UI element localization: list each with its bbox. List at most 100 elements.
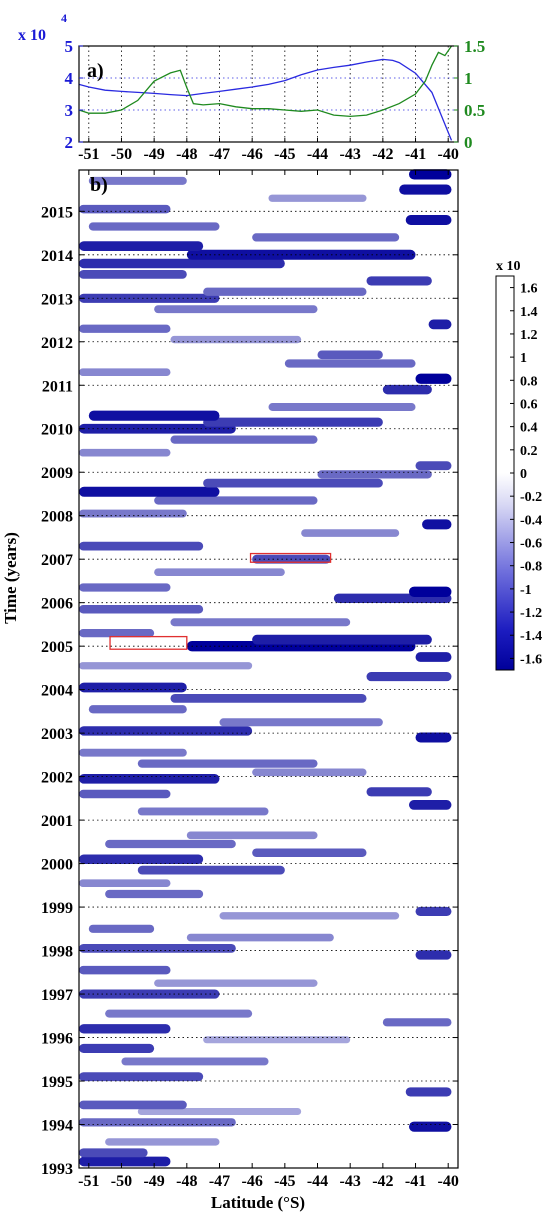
panel-b-axes: -51 -50 -49 -48 -47 -46 -45 -44 -43 -42 -41 -40 1993… bbox=[41, 169, 459, 1190]
heatmap-band-17 bbox=[79, 965, 171, 975]
panel-b-label: b) bbox=[90, 174, 108, 196]
heatmap-band-80 bbox=[428, 319, 452, 330]
heatmap-band-49 bbox=[252, 634, 432, 645]
heatmap-band-86 bbox=[79, 258, 285, 269]
panel-b-ytick-label-14: 2007 bbox=[41, 552, 73, 569]
panel-a-label: a) bbox=[87, 60, 104, 82]
heatmap-band-31 bbox=[137, 807, 269, 816]
panel-a-xtick-label-0: -51 bbox=[78, 146, 99, 163]
heatmap-band-62 bbox=[154, 496, 318, 505]
panel-a-xtick-label-8: -43 bbox=[340, 146, 361, 163]
heatmap-band-93 bbox=[268, 194, 367, 202]
heatmap-band-7 bbox=[405, 1087, 452, 1097]
highlight-box-1 bbox=[249, 552, 332, 563]
heatmap-band-82 bbox=[79, 293, 220, 303]
heatmap-band-13 bbox=[382, 1018, 452, 1027]
heatmap-band-35 bbox=[79, 773, 220, 784]
panel-b-ytick-label-1: 1994 bbox=[41, 1118, 73, 1135]
panel-a-series-1-line bbox=[78, 45, 453, 118]
heatmap-band-75 bbox=[79, 368, 171, 377]
colorbar: 1.6 1.4 1.2 1 0.8 0.6 0.4 0.2 0 -0.2 -0.4 -0.6 -0.8 -… bbox=[495, 259, 542, 671]
heatmap-band-4 bbox=[79, 1118, 236, 1127]
heatmap-band-92 bbox=[79, 204, 171, 214]
heatmap-band-27 bbox=[79, 854, 204, 864]
panel-a-xtick-label-2: -49 bbox=[143, 146, 164, 163]
panel-a-xtick-label-11: -40 bbox=[438, 146, 459, 163]
panel-b-ytick-label-12: 2005 bbox=[41, 639, 73, 656]
panel-a-xtick-label-5: -46 bbox=[241, 146, 262, 163]
heatmap-band-65 bbox=[317, 470, 432, 479]
heatmap-band-3 bbox=[408, 1121, 452, 1132]
heatmap-band-29 bbox=[105, 839, 236, 849]
heatmap-band-54 bbox=[408, 586, 452, 597]
heatmap-band-38 bbox=[79, 748, 187, 757]
panel-b-ytick-label-8: 2001 bbox=[41, 813, 73, 830]
heatmap-band-12 bbox=[79, 1024, 171, 1034]
heatmap-band-39 bbox=[415, 732, 452, 743]
panel-b-xtick-label-11: -40 bbox=[438, 1173, 459, 1190]
heatmap-band-96 bbox=[408, 169, 452, 180]
panel-b-ytick-label-10: 2003 bbox=[41, 726, 73, 743]
panel-b-ytick-label-5: 1998 bbox=[41, 944, 73, 961]
heatmap-band-81 bbox=[154, 305, 318, 314]
heatmap-band-83 bbox=[203, 287, 367, 296]
heatmap-band-28 bbox=[252, 848, 367, 857]
heatmap-band-88 bbox=[79, 241, 204, 251]
panel-b-highlight-boxes bbox=[109, 552, 332, 650]
colorbar-tick-label-8: 0 bbox=[520, 467, 527, 482]
heatmap-band-66 bbox=[415, 461, 452, 471]
panel-a-ltick-label-1: 3 bbox=[65, 101, 74, 120]
panel-b-ytick-label-0: 1993 bbox=[41, 1161, 73, 1178]
heatmap-band-32 bbox=[408, 800, 452, 810]
panel-a-rtick-label-2: 1 bbox=[464, 69, 473, 88]
heatmap-band-72 bbox=[268, 403, 416, 411]
heatmap-band-36 bbox=[252, 768, 367, 777]
heatmap-band-14 bbox=[105, 1009, 253, 1018]
heatmap-band-76 bbox=[284, 359, 416, 368]
colorbar-tick-label-10: -0.4 bbox=[520, 513, 542, 528]
panel-a-xtick-label-6: -45 bbox=[274, 146, 295, 163]
panel-a-ltick-label-3: 5 bbox=[65, 37, 74, 56]
panel-b-ytick-label-16: 2009 bbox=[41, 465, 73, 482]
panel-b-xtick-label-1: -50 bbox=[111, 1173, 132, 1190]
heatmap-band-46 bbox=[79, 662, 253, 670]
heatmap-band-73 bbox=[382, 384, 432, 395]
heatmap-band-74 bbox=[415, 373, 452, 384]
colorbar-tick-label-1: 1.4 bbox=[520, 305, 538, 320]
heatmap-band-47 bbox=[415, 652, 452, 662]
panel-a-rtick-label-3: 1.5 bbox=[464, 37, 485, 56]
colorbar-tick-label-13: -1 bbox=[520, 583, 532, 598]
panel-b-heatmap: -51 -50 -49 -48 -47 -46 -45 -44 -43 -42 -41 -40 1993… bbox=[1, 169, 459, 1212]
heatmap-band-87 bbox=[186, 249, 416, 260]
colorbar-tick-label-12: -0.8 bbox=[520, 560, 542, 575]
panel-b-ytick-label-18: 2011 bbox=[42, 378, 73, 395]
panel-b-xtick-label-8: -43 bbox=[340, 1173, 361, 1190]
heatmap-band-25 bbox=[79, 879, 171, 887]
heatmap-band-95 bbox=[88, 176, 187, 185]
panel-b-ytick-label-13: 2006 bbox=[41, 596, 73, 613]
colorbar-tick-label-11: -0.6 bbox=[520, 537, 542, 552]
heatmap-band-18 bbox=[415, 950, 452, 960]
heatmap-band-56 bbox=[154, 568, 285, 577]
heatmap-band-69 bbox=[79, 423, 236, 434]
heatmap-band-22 bbox=[219, 912, 400, 920]
panel-b-ytick-label-11: 2004 bbox=[41, 683, 73, 700]
panel-b-ytick-label-9: 2002 bbox=[41, 770, 73, 787]
heatmap-band-94 bbox=[399, 184, 452, 195]
panel-b-ytick-label-22: 2015 bbox=[41, 204, 73, 221]
heatmap-band-52 bbox=[79, 604, 204, 614]
colorbar-tick-label-9: -0.2 bbox=[520, 490, 542, 505]
heatmap-band-58 bbox=[79, 541, 204, 551]
panel-b-ytick-label-20: 2013 bbox=[41, 291, 73, 308]
panel-a-rtick-label-1: 0.5 bbox=[464, 101, 485, 120]
panel-a-axes: -51 -50 -49 -48 -47 -46 -45 -44 -43 -42 -41 -40 2 3 4 5… bbox=[65, 37, 486, 163]
colorbar-tick-label-0: 1.6 bbox=[520, 282, 538, 297]
heatmap-band-50 bbox=[79, 629, 155, 638]
panel-b-xtick-label-5: -46 bbox=[241, 1173, 262, 1190]
heatmap-band-68 bbox=[170, 435, 318, 444]
panel-a-left-multiplier: x 10 bbox=[18, 27, 46, 44]
colorbar-tick-label-16: -1.6 bbox=[520, 652, 542, 667]
panel-b-heatmap-bands bbox=[79, 169, 452, 1167]
heatmap-band-44 bbox=[79, 682, 187, 693]
